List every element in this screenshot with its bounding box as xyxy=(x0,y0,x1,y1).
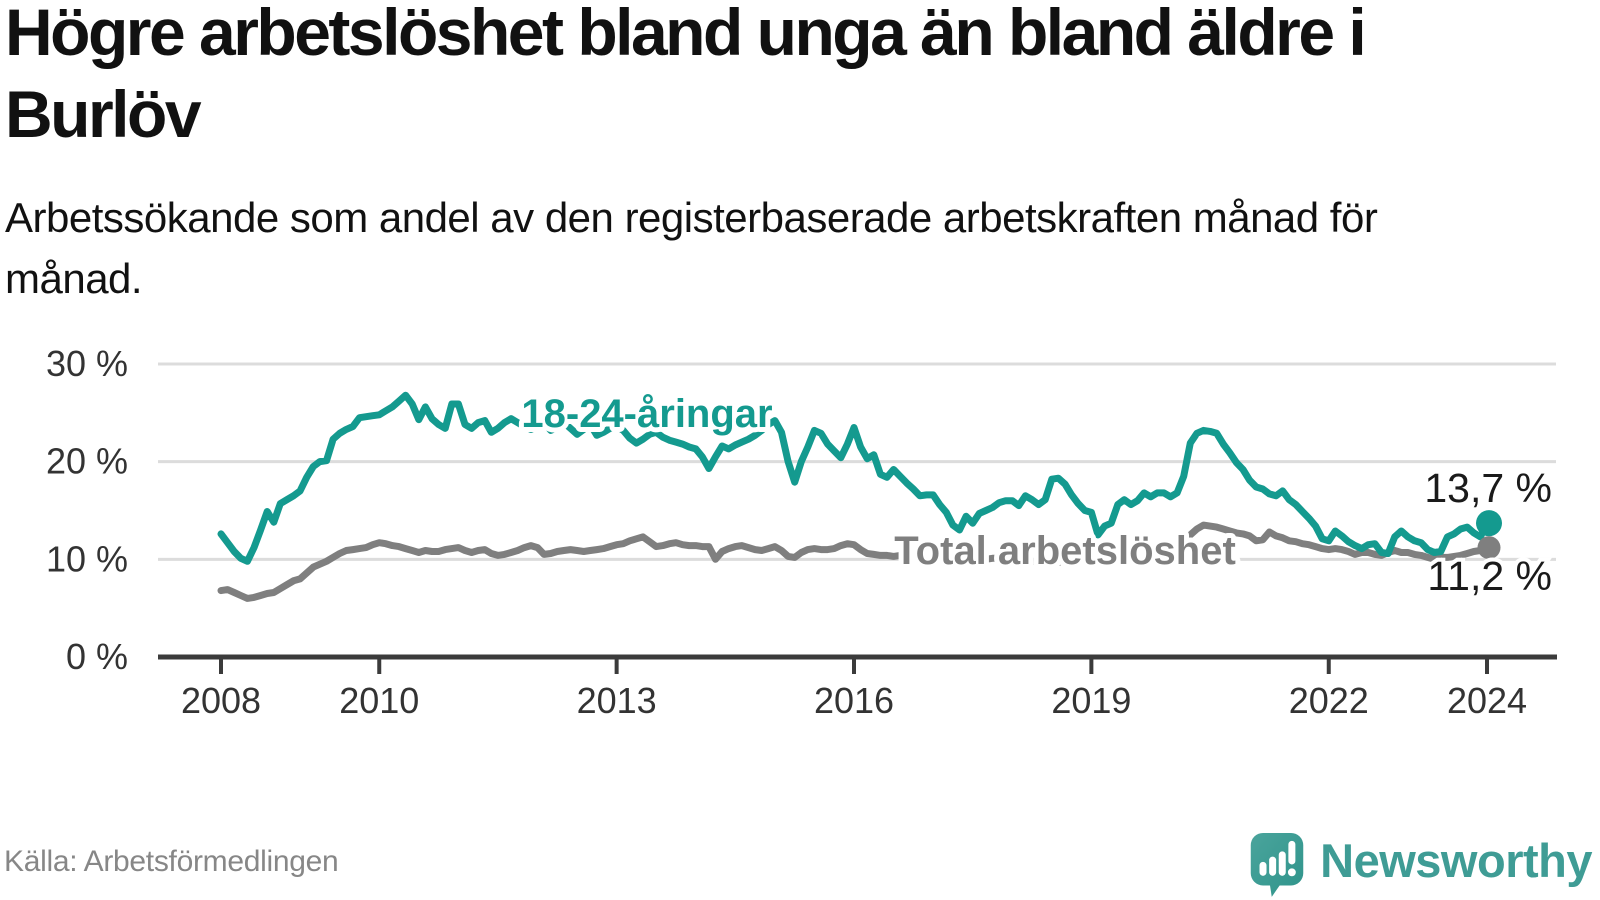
newsworthy-logo-icon xyxy=(1250,832,1304,897)
y-tick-label: 0 % xyxy=(66,636,128,677)
exclamation-stem xyxy=(1288,840,1296,865)
x-tick-label: 2022 xyxy=(1289,680,1369,721)
brand-footer: Newsworthy xyxy=(1249,832,1592,897)
y-tick-label: 30 % xyxy=(46,343,128,384)
x-tick-label: 2024 xyxy=(1447,680,1527,721)
bar-1 xyxy=(1259,861,1267,876)
chart-title: Högre arbetslöshet bland unga än bland ä… xyxy=(5,0,1367,151)
exclamation-dot xyxy=(1288,868,1296,877)
series-end-dot xyxy=(1477,536,1501,560)
brand-wordmark: Newsworthy xyxy=(1320,833,1592,887)
series-line-youth xyxy=(217,391,1491,565)
x-tick-label: 2016 xyxy=(814,680,894,721)
series-end-value-label: 13,7 % xyxy=(1424,465,1552,511)
series-end-value-label: 11,2 % xyxy=(1427,553,1552,599)
bar-2 xyxy=(1269,856,1277,876)
y-tick-label: 10 % xyxy=(46,538,128,579)
series-end-dot xyxy=(1476,510,1502,537)
x-tick-label: 2008 xyxy=(181,680,261,721)
y-tick-label: 20 % xyxy=(46,441,128,482)
x-tick-label: 2010 xyxy=(339,680,419,721)
x-tick-label: 2013 xyxy=(577,680,657,721)
bar-3 xyxy=(1278,851,1286,876)
chart-subtitle: Arbetssökande som andel av den registerb… xyxy=(5,194,1378,302)
series-line-total xyxy=(217,521,1491,602)
source-note: Källa: Arbetsförmedlingen xyxy=(4,845,339,878)
x-tick-label: 2019 xyxy=(1051,680,1131,721)
line-chart: 2008 2010 2013 2016 2019 2022 2024 30 % 20 % 10 %… xyxy=(46,343,1557,721)
speech-bubble xyxy=(1250,832,1304,897)
series-inline-label: Total arbetslöshet xyxy=(894,529,1236,573)
series-inline-label: 18-24-åringar xyxy=(521,392,772,436)
